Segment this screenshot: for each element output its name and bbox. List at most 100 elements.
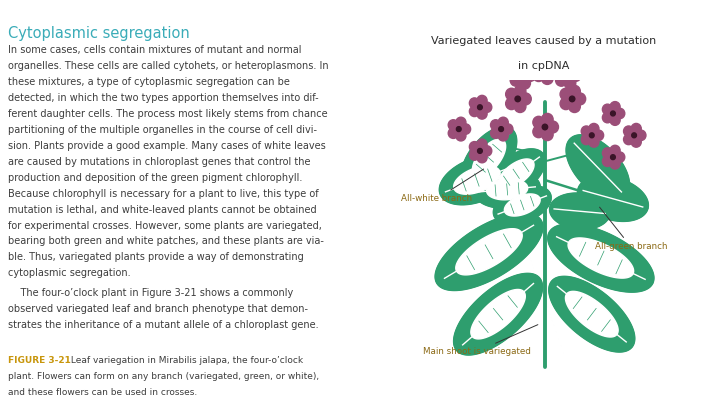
Text: these mixtures, a type of cytoplasmic segregation can be: these mixtures, a type of cytoplasmic se…	[8, 77, 290, 87]
Circle shape	[470, 150, 479, 160]
Text: organelles. These cells are called cytohets, or heteroplasmons. In: organelles. These cells are called cytoh…	[8, 61, 329, 71]
Circle shape	[610, 115, 620, 126]
Text: All-white branch: All-white branch	[401, 169, 484, 203]
Circle shape	[602, 104, 612, 115]
Circle shape	[510, 74, 522, 86]
Circle shape	[505, 97, 517, 109]
Circle shape	[510, 65, 522, 77]
Circle shape	[636, 130, 646, 141]
Circle shape	[541, 113, 553, 126]
Circle shape	[491, 128, 501, 138]
Circle shape	[477, 139, 487, 150]
Circle shape	[519, 77, 531, 89]
Circle shape	[477, 148, 482, 153]
Circle shape	[560, 88, 572, 100]
Polygon shape	[453, 166, 500, 194]
Text: sion. Plants provide a good example. Many cases of white leaves: sion. Plants provide a good example. Man…	[8, 141, 326, 151]
Circle shape	[505, 88, 517, 100]
Circle shape	[602, 156, 612, 166]
Circle shape	[520, 73, 525, 78]
Circle shape	[602, 112, 612, 123]
Circle shape	[541, 57, 553, 69]
Circle shape	[631, 124, 641, 134]
Text: in cpDNA: in cpDNA	[517, 61, 569, 71]
Circle shape	[569, 101, 581, 113]
Circle shape	[519, 62, 531, 74]
Polygon shape	[472, 139, 505, 177]
Text: and these flowers can be used in crosses.: and these flowers can be used in crosses…	[8, 388, 198, 397]
Text: ferent daughter cells. The process most likely stems from chance: ferent daughter cells. The process most …	[8, 109, 328, 119]
Circle shape	[503, 124, 513, 134]
Circle shape	[610, 158, 620, 169]
Text: Because chlorophyll is necessary for a plant to live, this type of: Because chlorophyll is necessary for a p…	[8, 188, 319, 198]
Circle shape	[632, 133, 636, 138]
Polygon shape	[435, 213, 543, 290]
Circle shape	[541, 73, 553, 85]
Text: strates the inheritance of a mutant allele of a chloroplast gene.: strates the inheritance of a mutant alle…	[8, 320, 319, 330]
Polygon shape	[549, 276, 635, 352]
Circle shape	[555, 74, 567, 86]
Polygon shape	[498, 159, 534, 188]
Circle shape	[470, 98, 479, 108]
Text: cytoplasmic segregation.: cytoplasmic segregation.	[8, 268, 131, 278]
Polygon shape	[486, 179, 528, 200]
Circle shape	[624, 134, 633, 145]
Circle shape	[611, 111, 615, 116]
Circle shape	[491, 120, 501, 130]
Circle shape	[482, 102, 492, 112]
Circle shape	[449, 128, 458, 138]
Text: mutation is lethal, and white-leaved plants cannot be obtained: mutation is lethal, and white-leaved pla…	[8, 205, 317, 215]
Circle shape	[611, 155, 615, 160]
Text: for experimental crosses. However, some plants are variegated,: for experimental crosses. However, some …	[8, 221, 322, 231]
Circle shape	[477, 95, 487, 106]
Text: In some cases, cells contain mixtures of mutant and normal: In some cases, cells contain mixtures of…	[8, 45, 302, 55]
Circle shape	[520, 93, 531, 105]
Circle shape	[515, 85, 526, 97]
Circle shape	[569, 69, 581, 81]
Text: observed variegated leaf and branch phenotype that demon-: observed variegated leaf and branch phen…	[8, 304, 309, 314]
Circle shape	[456, 127, 461, 132]
Circle shape	[477, 109, 487, 119]
Circle shape	[456, 117, 466, 128]
Polygon shape	[474, 170, 541, 208]
Circle shape	[547, 65, 558, 77]
Text: Variegated leaves caused by a mutation: Variegated leaves caused by a mutation	[431, 36, 656, 45]
Text: bearing both green and white patches, and these plants are via-: bearing both green and white patches, an…	[8, 237, 324, 247]
Polygon shape	[504, 194, 540, 216]
Circle shape	[614, 152, 625, 162]
Circle shape	[565, 73, 570, 78]
Text: All-green branch: All-green branch	[595, 207, 667, 251]
Polygon shape	[453, 273, 543, 355]
Circle shape	[470, 142, 479, 152]
Circle shape	[631, 137, 641, 147]
Polygon shape	[456, 229, 522, 275]
Circle shape	[593, 130, 604, 141]
Circle shape	[533, 60, 545, 72]
Circle shape	[610, 145, 620, 156]
Circle shape	[542, 124, 548, 130]
Circle shape	[589, 137, 599, 147]
Text: The four-o’clock plant in Figure 3-21 shows a commonly: The four-o’clock plant in Figure 3-21 sh…	[8, 288, 294, 298]
Circle shape	[624, 126, 633, 136]
Circle shape	[614, 108, 625, 119]
Circle shape	[524, 69, 536, 81]
Text: partitioning of the multiple organelles in the course of cell divi-: partitioning of the multiple organelles …	[8, 125, 318, 135]
Circle shape	[482, 146, 492, 156]
Text: production and deposition of the green pigment chlorophyll.: production and deposition of the green p…	[8, 173, 303, 183]
Circle shape	[470, 106, 479, 117]
Circle shape	[515, 101, 526, 113]
Circle shape	[555, 65, 567, 77]
Circle shape	[589, 124, 599, 134]
Circle shape	[565, 77, 576, 89]
Text: Cytoplasmic segregation: Cytoplasmic segregation	[8, 26, 191, 41]
Circle shape	[541, 129, 553, 141]
Circle shape	[498, 117, 508, 128]
Polygon shape	[461, 127, 517, 190]
Circle shape	[477, 105, 482, 110]
Circle shape	[581, 126, 591, 136]
Polygon shape	[471, 290, 525, 339]
Circle shape	[498, 127, 503, 132]
Circle shape	[581, 134, 591, 145]
Circle shape	[547, 121, 558, 133]
Text: Leaf variegation in Mirabilis jalapa, the four-o’clock: Leaf variegation in Mirabilis jalapa, th…	[67, 356, 303, 365]
